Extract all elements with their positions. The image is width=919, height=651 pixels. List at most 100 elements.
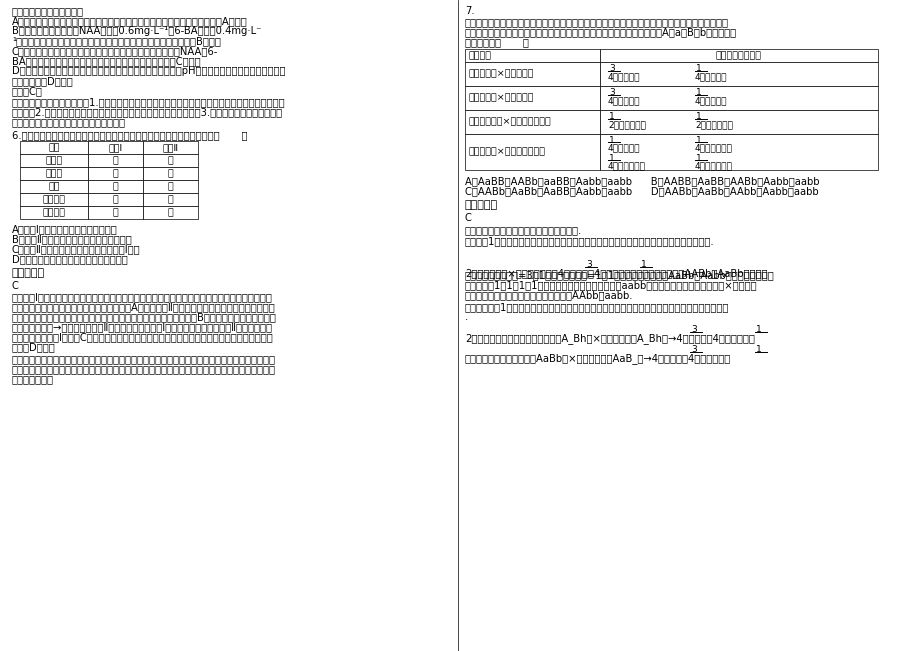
Text: 无: 无 bbox=[112, 182, 119, 191]
Text: 4内翻腿毛腺，: 4内翻腿毛腺， bbox=[607, 161, 645, 170]
Text: 核糖体: 核糖体 bbox=[45, 169, 62, 178]
Bar bbox=[88, 180, 142, 193]
Text: 4弓腿毛腺，: 4弓腿毛腺， bbox=[607, 143, 640, 152]
Text: 为其具有细胞壁，而不能进行光合作用，因此可能是植物的根尖细胞。B错误；在生物进化中，进化: 为其具有细胞壁，而不能进行光合作用，因此可能是植物的根尖细胞。B错误；在生物进化… bbox=[12, 312, 277, 322]
Text: 有: 有 bbox=[167, 169, 173, 178]
Text: 4内翻腿无毛腺: 4内翻腿无毛腺 bbox=[694, 161, 732, 170]
Bar bbox=[88, 193, 142, 206]
Text: 相同且适宜，D正确；: 相同且适宜，D正确； bbox=[12, 76, 74, 86]
Text: 3: 3 bbox=[585, 260, 591, 269]
Text: 2、弓腿毛腺甲×弓腿毛腺乙后代4弓腿毛腺，4弓腿无毛腺，可以推出基因型为AABb、AaBb；由组合: 2、弓腿毛腺甲×弓腿毛腺乙后代4弓腿毛腺，4弓腿无毛腺，可以推出基因型为AABb… bbox=[464, 268, 766, 278]
Text: 1: 1 bbox=[696, 64, 701, 73]
Text: 【点睛】本题以表格中细胞的特征为载体，考查了原核细胞和真核细胞的异同点，解题关键能识记原: 【点睛】本题以表格中细胞的特征为载体，考查了原核细胞和真核细胞的异同点，解题关键… bbox=[12, 354, 276, 364]
Bar bbox=[464, 86, 599, 110]
Text: 某学者对一羊群的部分性状进行了研究，他选用甲、乙、丙、丁、戊五只羊作亲本，对它们几年来的: 某学者对一羊群的部分性状进行了研究，他选用甲、乙、丙、丁、戊五只羊作亲本，对它们… bbox=[464, 17, 728, 27]
Text: 3: 3 bbox=[690, 325, 696, 334]
Text: 因）分别是（       ）: 因）分别是（ ） bbox=[464, 37, 528, 47]
Text: 7.: 7. bbox=[464, 6, 474, 16]
Text: 有: 有 bbox=[167, 182, 173, 191]
Text: 1: 1 bbox=[608, 112, 614, 121]
Text: 无: 无 bbox=[167, 195, 173, 204]
Text: 有: 有 bbox=[167, 156, 173, 165]
Text: 1: 1 bbox=[608, 154, 614, 163]
Text: 参考答案：: 参考答案： bbox=[464, 200, 497, 210]
Text: 细胞呼吸: 细胞呼吸 bbox=[42, 208, 65, 217]
Text: 4弓腿毛腺，: 4弓腿毛腺， bbox=[607, 72, 640, 81]
Text: 【考点】基因的自由组合规律的实质及应用.: 【考点】基因的自由组合规律的实质及应用. bbox=[464, 225, 582, 235]
Text: 4弓腿无毛腺，: 4弓腿无毛腺， bbox=[694, 143, 732, 152]
Text: 亲本组合: 亲本组合 bbox=[469, 51, 492, 60]
Text: 有: 有 bbox=[112, 195, 119, 204]
Text: 3: 3 bbox=[608, 88, 614, 97]
Text: A．AaBB，AABb，aaBB，Aabb，aabb      B．AABB，AaBB，AABb，Aabb，aabb: A．AaBB，AABb，aaBB，Aabb，aabb B．AABB，AaBB，A… bbox=[464, 176, 819, 186]
Text: 有: 有 bbox=[112, 156, 119, 165]
Bar bbox=[142, 193, 198, 206]
Text: 识与观点分析问题的能力。: 识与观点分析问题的能力。 bbox=[12, 6, 84, 16]
Text: 毛腺戊，后代全部为弓腿无毛腺可是应是AAbb、aabb.: 毛腺戊，后代全部为弓腿无毛腺可是应是AAbb、aabb. bbox=[464, 290, 633, 300]
Text: 均具有叶绿体。: 均具有叶绿体。 bbox=[12, 374, 54, 384]
Text: 有: 有 bbox=[112, 208, 119, 217]
Text: 出现的时间比细胞Ⅰ要晚。C正确；原核细胞的细胞壁、植物细胞的细胞壁、真菌细胞的细胞壁成分: 出现的时间比细胞Ⅰ要晚。C正确；原核细胞的细胞壁、植物细胞的细胞壁、真菌细胞的细… bbox=[12, 332, 274, 342]
Text: 能是硝化细菌，硝化细菌不能进行光合作用。A排误；细胞Ⅱ具有细胞核，属于真核生物细胞，又因: 能是硝化细菌，硝化细菌不能进行光合作用。A排误；细胞Ⅱ具有细胞核，属于真核生物细… bbox=[12, 302, 276, 312]
Text: 不同，D错误。: 不同，D错误。 bbox=[12, 342, 56, 352]
Bar bbox=[599, 49, 877, 62]
Text: 3: 3 bbox=[608, 64, 614, 73]
Text: 4弓腿无毛腺: 4弓腿无毛腺 bbox=[694, 72, 727, 81]
Text: D．两种细胞的细胞壁具有相同的化学成分: D．两种细胞的细胞壁具有相同的化学成分 bbox=[12, 254, 128, 264]
Text: 杂交组合二：弓腿毛腺乙（AaBb）×弓腿毛腺丙（AaB_）→4弓腿毛腺，4内翻腱毛腺；: 杂交组合二：弓腿毛腺乙（AaBb）×弓腿毛腺丙（AaB_）→4弓腿毛腺，4内翻腱… bbox=[464, 353, 731, 364]
Text: ¹时，平均根数最多，根长最长，说明此浓度下促进生根的效果最好，B正确；: ¹时，平均根数最多，根长最长，说明此浓度下促进生根的效果最好，B正确； bbox=[12, 36, 221, 46]
Text: 验方法；2.掌握常规的实验方法和操作步骤要领，结合图（表）作答；3.比较分析表中数据，结合实: 验方法；2.掌握常规的实验方法和操作步骤要领，结合图（表）作答；3.比较分析表中… bbox=[12, 107, 283, 117]
Text: 2弓腿无毛腺，: 2弓腿无毛腺， bbox=[607, 120, 645, 129]
Text: 有: 有 bbox=[167, 208, 173, 217]
Text: A．由题干和表格内容分析可知，该实验的自变量是生长调节剂的种类和浓度。A正确；: A．由题干和表格内容分析可知，该实验的自变量是生长调节剂的种类和浓度。A正确； bbox=[12, 16, 247, 26]
Bar bbox=[88, 154, 142, 167]
Text: 弓腿毛腺甲×弓腿毛腺乙: 弓腿毛腺甲×弓腿毛腺乙 bbox=[469, 70, 534, 79]
Text: 细胞Ⅰ: 细胞Ⅰ bbox=[108, 143, 122, 152]
Bar bbox=[464, 134, 599, 170]
Text: 光合作用: 光合作用 bbox=[42, 195, 65, 204]
Text: D．遵循实验的单一变量原则，该实验实施过程中，温度、溶液pH、处理时间等无关变量各组应保持: D．遵循实验的单一变量原则，该实验实施过程中，温度、溶液pH、处理时间等无关变量… bbox=[12, 66, 285, 76]
Bar bbox=[20, 193, 88, 206]
Text: 1: 1 bbox=[755, 325, 761, 334]
Text: 弓腿毛腺乙×内翻腿无毛腺戊: 弓腿毛腺乙×内翻腿无毛腺戊 bbox=[469, 148, 545, 156]
Text: C: C bbox=[12, 281, 19, 291]
Bar bbox=[599, 86, 877, 110]
Text: B．由表格数据可知，在NAA浓度为0.6mg·L⁻¹和6-BA浓度为0.4mg·L⁻: B．由表格数据可知，在NAA浓度为0.6mg·L⁻¹和6-BA浓度为0.4mg·… bbox=[12, 26, 261, 36]
Text: 二可知弓腿：内翻腿=3：1，毛腺：无毛腺=1：1，可以推出基因型为AaBb、Aabb，由四组后代中四: 二可知弓腿：内翻腿=3：1，毛腺：无毛腺=1：1，可以推出基因型为AaBb、Aa… bbox=[464, 270, 774, 280]
Text: 有: 有 bbox=[112, 169, 119, 178]
Text: 1: 1 bbox=[755, 345, 761, 354]
Text: 特征: 特征 bbox=[48, 143, 60, 152]
Text: 弓腿毛腺乙×弓腿毛腺丙: 弓腿毛腺乙×弓腿毛腺丙 bbox=[469, 94, 534, 102]
Bar bbox=[88, 141, 142, 154]
Text: 顺序为原核细胞→真核细胞，细胞Ⅱ属于真核细胞，细胞Ⅰ属于原核细胞，因此细胞Ⅱ在化石记录中: 顺序为原核细胞→真核细胞，细胞Ⅱ属于真核细胞，细胞Ⅰ属于原核细胞，因此细胞Ⅱ在化… bbox=[12, 322, 273, 332]
Text: 验原理，分析自变量、因变量和无关变量。: 验原理，分析自变量、因变量和无关变量。 bbox=[12, 117, 126, 127]
Text: 4内翻腱毛腺: 4内翻腱毛腺 bbox=[694, 96, 727, 105]
Text: BA促进月季生根的效果与生长素和细胞分裂素相同的结论。C错误；: BA促进月季生根的效果与生长素和细胞分裂素相同的结论。C错误； bbox=[12, 56, 200, 66]
Bar bbox=[142, 154, 198, 167]
Bar bbox=[20, 154, 88, 167]
Bar bbox=[464, 49, 599, 62]
Bar bbox=[142, 206, 198, 219]
Bar bbox=[88, 167, 142, 180]
Text: 1: 1 bbox=[696, 154, 701, 163]
Bar bbox=[142, 141, 198, 154]
Text: 1: 1 bbox=[696, 112, 701, 121]
Text: 表中细胞Ⅰ没有细胞核，应属于原核生物，又因为其能进行光合作用，因此该生物可能为蓝藻，不可: 表中细胞Ⅰ没有细胞核，应属于原核生物，又因为其能进行光合作用，因此该生物可能为蓝… bbox=[12, 292, 273, 302]
Bar bbox=[142, 180, 198, 193]
Text: 2、根据杂交组合一：弓腿毛腺甲（A_Bh）×弓腿毛腺乙（A_Bh）→4弓腿毛腺，4弓腿无毛腺；: 2、根据杂交组合一：弓腿毛腺甲（A_Bh）×弓腿毛腺乙（A_Bh）→4弓腿毛腺，… bbox=[464, 333, 754, 344]
Bar bbox=[599, 134, 877, 170]
Text: A．细胞Ⅰ是原核细胞，可能是硝化细菌: A．细胞Ⅰ是原核细胞，可能是硝化细菌 bbox=[12, 224, 118, 234]
Text: 子代表现型及比例: 子代表现型及比例 bbox=[715, 51, 761, 60]
Bar bbox=[20, 167, 88, 180]
Bar bbox=[88, 206, 142, 219]
Text: 参考答案：: 参考答案： bbox=[12, 268, 45, 278]
Text: C．细胞Ⅱ在化石记录中出现的时间比细胞Ⅰ要晚: C．细胞Ⅱ在化石记录中出现的时间比细胞Ⅰ要晚 bbox=[12, 244, 141, 254]
Text: 4弓腿毛腺，: 4弓腿毛腺， bbox=[607, 96, 640, 105]
Text: 1: 1 bbox=[608, 136, 614, 145]
Bar bbox=[464, 110, 599, 134]
Text: 6.现有两个细胞的特征如下表，从表中给出的特征分析，下列说法正确的是（       ）: 6.现有两个细胞的特征如下表，从表中给出的特征分析，下列说法正确的是（ ） bbox=[12, 130, 247, 140]
Text: 细胞壁: 细胞壁 bbox=[45, 156, 62, 165]
Bar bbox=[599, 110, 877, 134]
Text: B．细胞Ⅱ是真核细胞，但不可能是植物细胞: B．细胞Ⅱ是真核细胞，但不可能是植物细胞 bbox=[12, 234, 131, 244]
Bar bbox=[20, 141, 88, 154]
